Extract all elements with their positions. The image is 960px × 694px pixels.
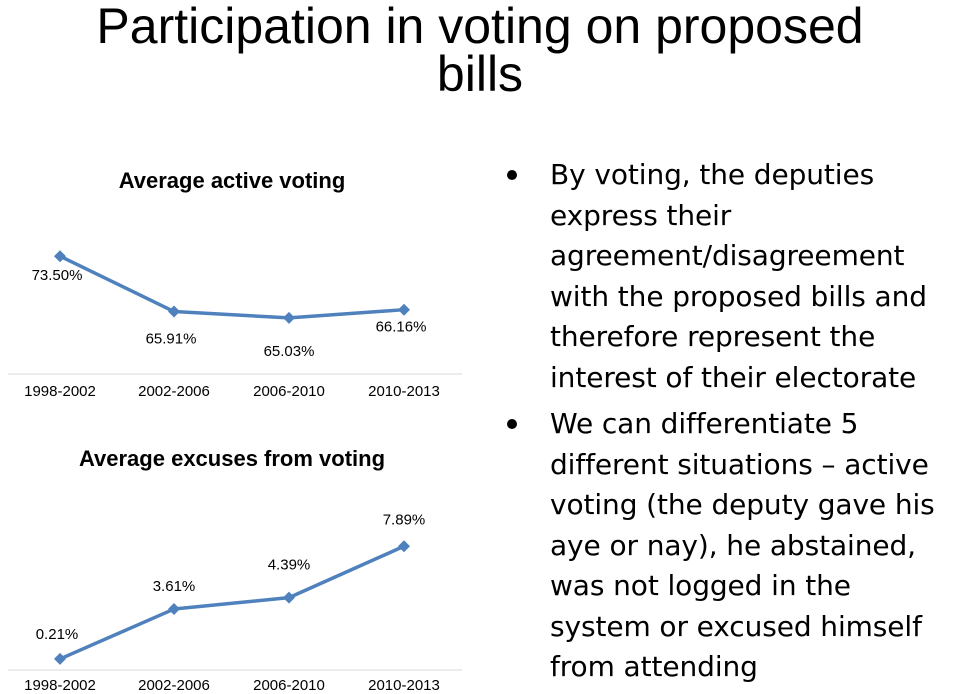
bullet-dot-icon bbox=[507, 170, 517, 180]
slide-title-line-2: bills bbox=[436, 46, 524, 102]
data-point-marker bbox=[283, 591, 295, 604]
x-tick-label: 2010-2013 bbox=[368, 677, 440, 692]
data-label: 3.61% bbox=[153, 578, 196, 595]
x-tick-label: 1998-2002 bbox=[24, 677, 96, 692]
x-tick-label: 2006-2010 bbox=[253, 677, 325, 692]
data-label: 66.16% bbox=[376, 319, 427, 336]
data-label: 4.39% bbox=[268, 557, 311, 574]
bullet-list: By voting, the deputies express their ag… bbox=[505, 155, 960, 694]
data-point-marker bbox=[283, 311, 295, 324]
data-point-marker bbox=[168, 305, 180, 318]
bullet-text: By voting, the deputies express their ag… bbox=[550, 158, 927, 394]
data-point-marker bbox=[398, 540, 410, 553]
charts-area: Average active voting 73.50% 65.91% 65.03% 6… bbox=[8, 168, 462, 692]
x-tick-label: 2002-2006 bbox=[138, 383, 210, 400]
bullet-text: We can differentiate 5 different situati… bbox=[550, 407, 935, 683]
data-label: 73.50% bbox=[32, 267, 83, 284]
data-point-marker bbox=[54, 652, 66, 665]
data-point-marker bbox=[54, 250, 66, 263]
data-label: 7.89% bbox=[383, 511, 426, 528]
x-tick-label: 2010-2013 bbox=[368, 383, 440, 400]
series-line bbox=[59, 544, 405, 661]
x-tick-label: 2006-2010 bbox=[253, 383, 325, 400]
series-line bbox=[59, 254, 405, 320]
data-point-marker bbox=[398, 303, 410, 316]
bullet-item: We can differentiate 5 different situati… bbox=[505, 404, 960, 688]
slide-title: Participation in voting on proposed bill… bbox=[0, 0, 960, 102]
data-label: 0.21% bbox=[36, 626, 79, 643]
data-point-marker bbox=[168, 603, 180, 616]
data-label: 65.03% bbox=[264, 343, 315, 360]
bullet-item: By voting, the deputies express their ag… bbox=[505, 155, 960, 398]
x-tick-label: 1998-2002 bbox=[24, 383, 96, 400]
chart-title: Average excuses from voting bbox=[79, 446, 385, 471]
data-label: 65.91% bbox=[146, 331, 197, 348]
bullet-dot-icon bbox=[507, 419, 517, 429]
chart-title: Average active voting bbox=[119, 168, 346, 193]
x-tick-label: 2002-2006 bbox=[138, 677, 210, 692]
slide-title-line-1: Participation in voting on proposed bbox=[96, 0, 864, 54]
